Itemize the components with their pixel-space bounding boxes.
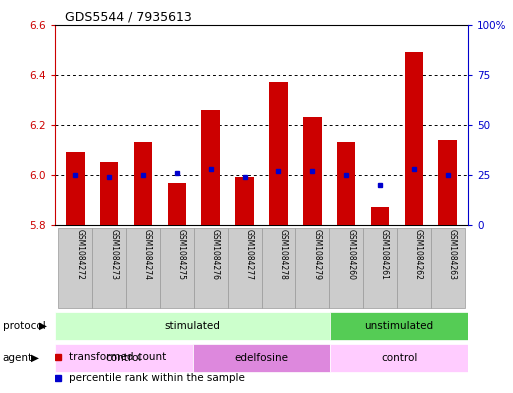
Text: GSM1084260: GSM1084260	[346, 229, 355, 280]
Bar	[55, 312, 330, 340]
Bar	[371, 208, 389, 225]
Bar	[66, 152, 85, 225]
Text: ▶: ▶	[31, 353, 39, 363]
Bar	[330, 312, 468, 340]
Text: GSM1084276: GSM1084276	[211, 229, 220, 280]
Bar	[295, 228, 329, 308]
Text: unstimulated: unstimulated	[365, 321, 433, 331]
Text: GSM1084272: GSM1084272	[75, 229, 84, 280]
Bar	[126, 228, 160, 308]
Bar	[202, 110, 220, 225]
Text: control: control	[381, 353, 418, 363]
Text: transformed count: transformed count	[69, 352, 167, 362]
Bar	[160, 228, 194, 308]
Bar	[269, 83, 288, 225]
Bar	[363, 228, 397, 308]
Text: GSM1084274: GSM1084274	[143, 229, 152, 280]
Bar	[228, 228, 262, 308]
Text: GSM1084277: GSM1084277	[245, 229, 253, 280]
Bar	[337, 143, 356, 225]
Bar	[92, 228, 126, 308]
Bar	[329, 228, 363, 308]
Text: protocol: protocol	[3, 321, 45, 331]
Bar	[100, 162, 119, 225]
Text: control: control	[106, 353, 142, 363]
Bar	[168, 182, 186, 225]
Text: edelfosine: edelfosine	[234, 353, 288, 363]
Bar	[397, 228, 431, 308]
Bar	[330, 343, 468, 373]
Bar	[439, 140, 457, 225]
Text: GSM1084279: GSM1084279	[312, 229, 321, 280]
Bar	[405, 53, 423, 225]
Text: GSM1084273: GSM1084273	[109, 229, 118, 280]
Bar	[58, 228, 92, 308]
Bar	[55, 343, 193, 373]
Text: GDS5544 / 7935613: GDS5544 / 7935613	[65, 10, 192, 23]
Bar	[303, 118, 322, 225]
Text: agent: agent	[3, 353, 33, 363]
Bar	[235, 178, 254, 225]
Text: GSM1084278: GSM1084278	[279, 229, 287, 280]
Bar	[431, 228, 465, 308]
Text: ▶: ▶	[38, 321, 47, 331]
Text: GSM1084261: GSM1084261	[380, 229, 389, 280]
Bar	[262, 228, 295, 308]
Text: percentile rank within the sample: percentile rank within the sample	[69, 373, 245, 383]
Text: GSM1084275: GSM1084275	[177, 229, 186, 280]
Text: GSM1084262: GSM1084262	[414, 229, 423, 280]
Text: stimulated: stimulated	[165, 321, 221, 331]
Bar	[193, 343, 330, 373]
Bar	[134, 143, 152, 225]
Bar	[194, 228, 228, 308]
Text: GSM1084263: GSM1084263	[448, 229, 457, 280]
